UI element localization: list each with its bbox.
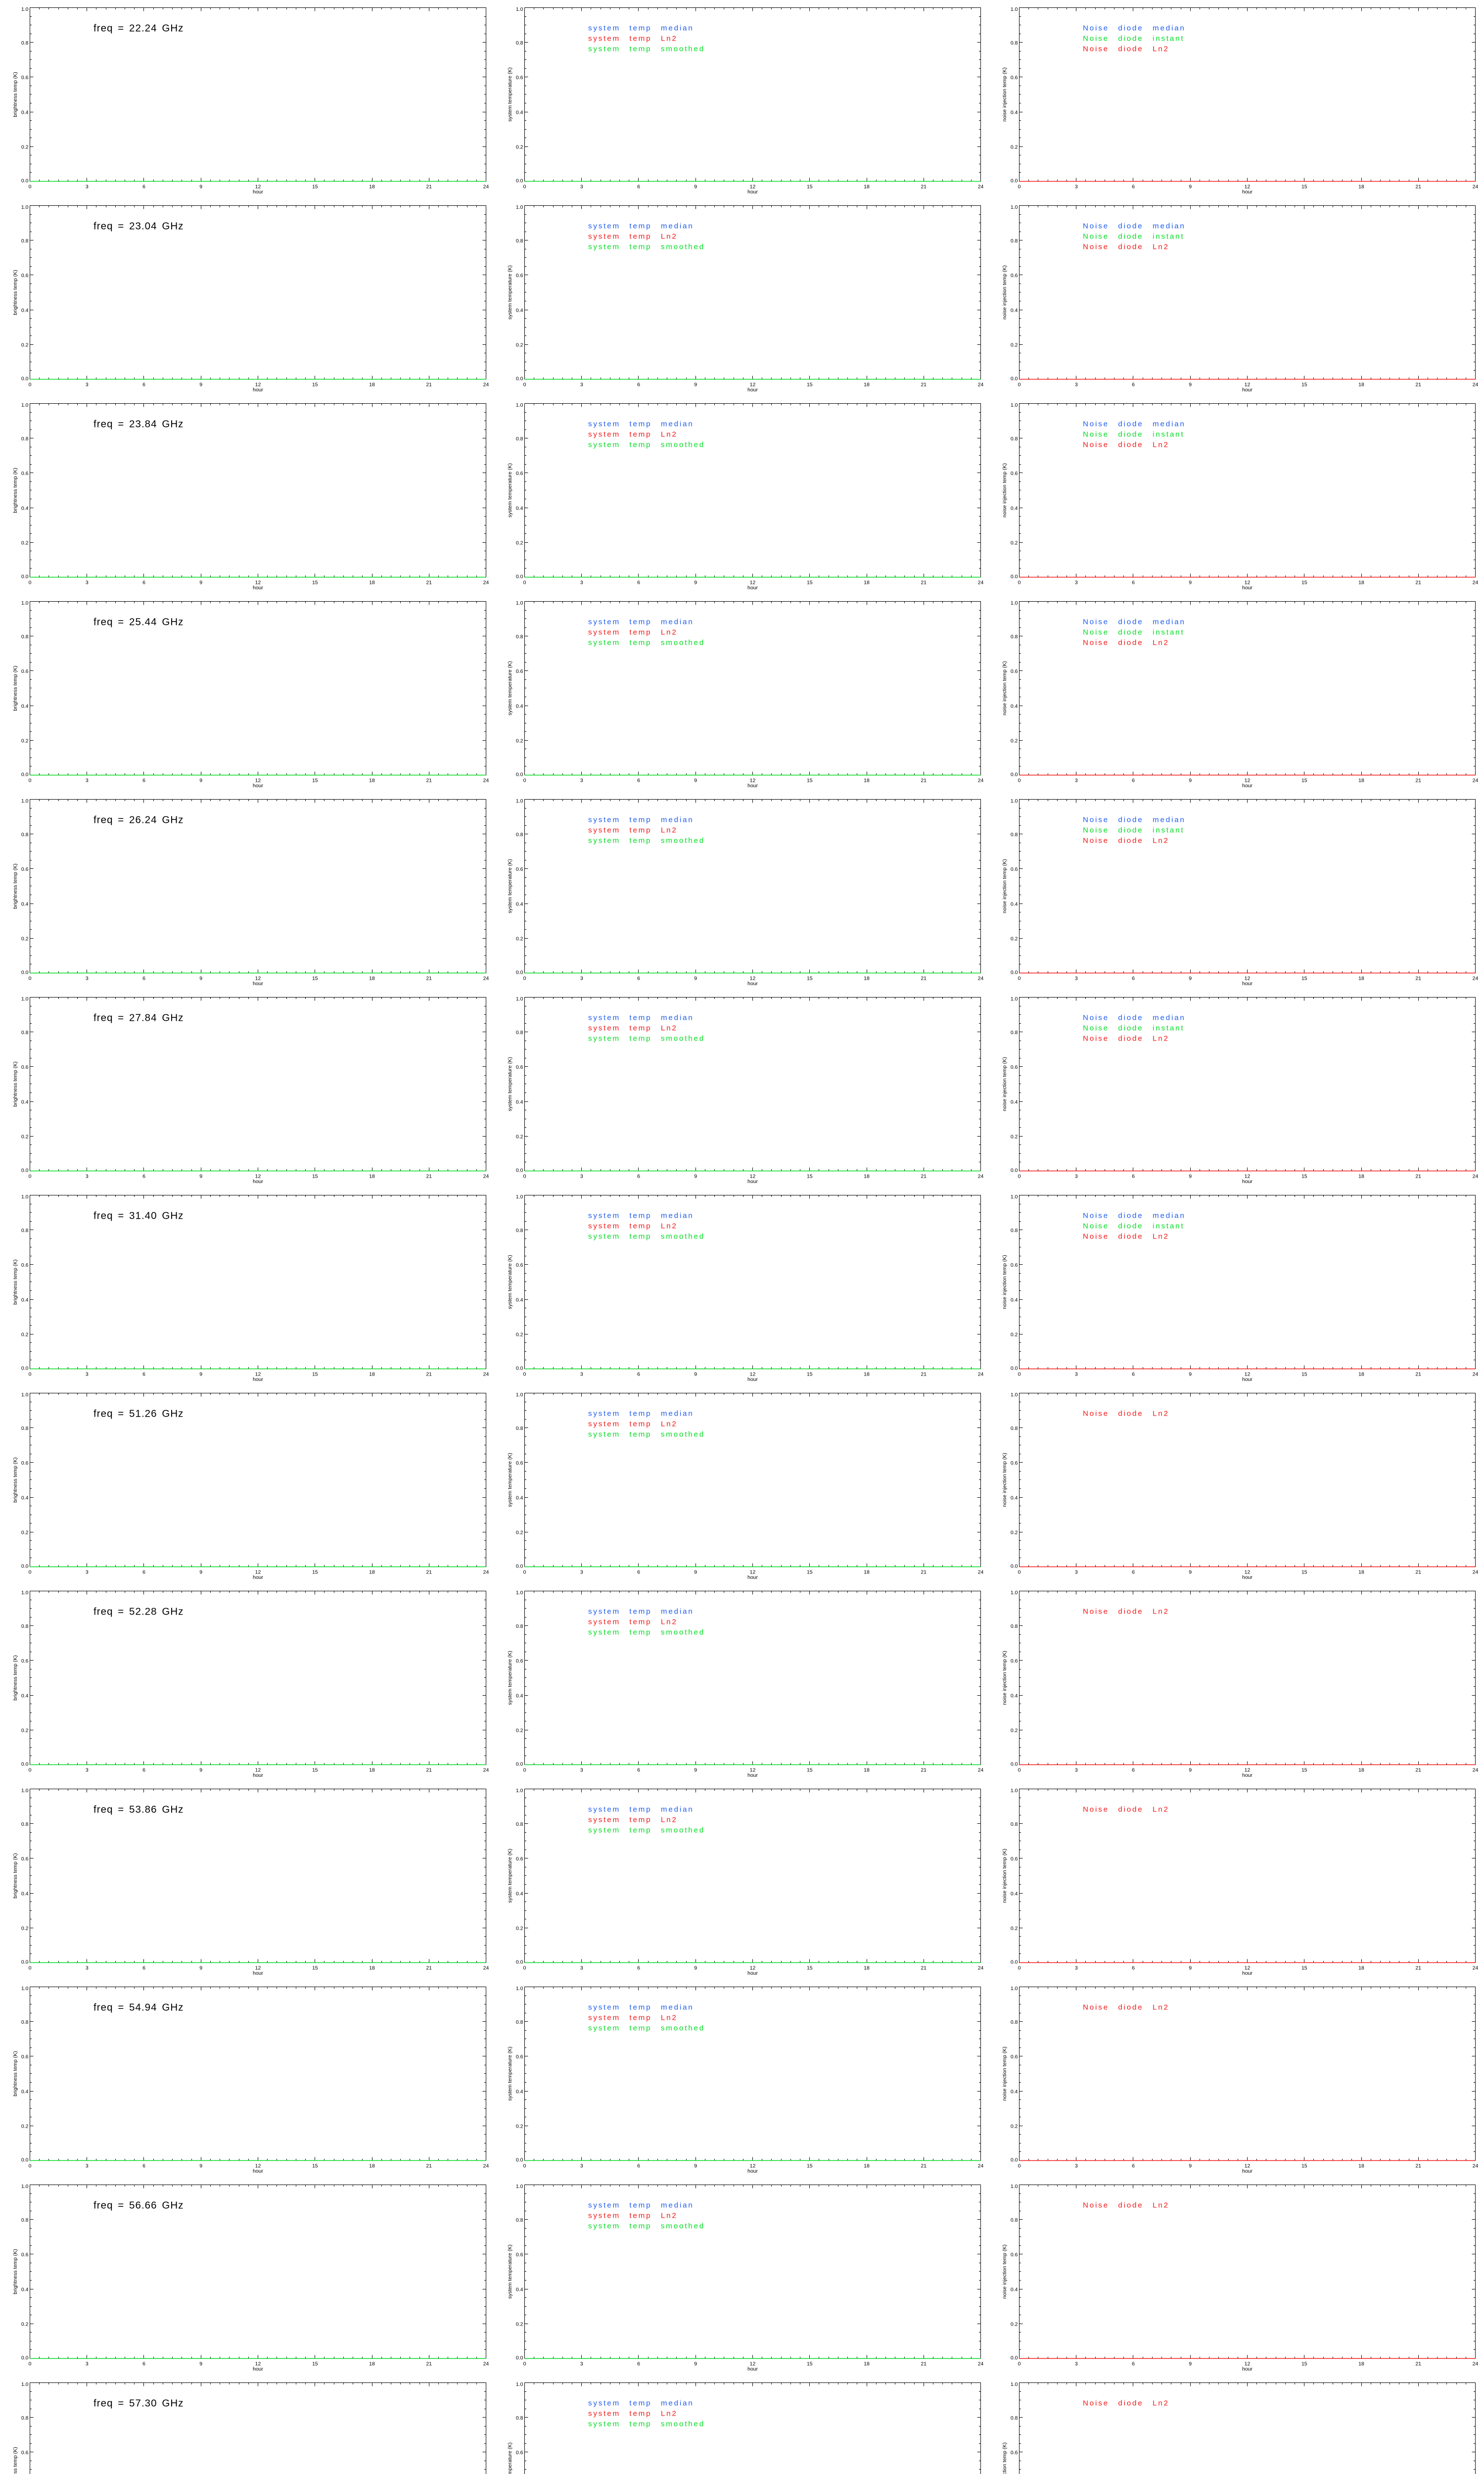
- svg-text:system temperature (K): system temperature (K): [507, 2244, 513, 2299]
- svg-text:noise injection temp (K): noise injection temp (K): [1002, 1453, 1008, 1507]
- svg-text:freq = 54.94 GHz: freq = 54.94 GHz: [93, 2002, 184, 2013]
- svg-text:noise injection temp (K): noise injection temp (K): [1002, 2442, 1008, 2474]
- svg-text:noise injection temp (K): noise injection temp (K): [1002, 2244, 1008, 2299]
- svg-text:noise injection temp (K): noise injection temp (K): [1002, 67, 1008, 122]
- svg-text:freq = 52.28 GHz: freq = 52.28 GHz: [93, 1606, 184, 1618]
- svg-text:system temperature (K): system temperature (K): [507, 661, 513, 715]
- svg-text:system temperature (K): system temperature (K): [507, 1255, 513, 1309]
- svg-text:freq = 25.44 GHz: freq = 25.44 GHz: [93, 617, 184, 628]
- svg-text:noise injection temp (K): noise injection temp (K): [1002, 265, 1008, 320]
- svg-text:freq = 23.84 GHz: freq = 23.84 GHz: [93, 419, 184, 430]
- svg-text:freq = 26.24 GHz: freq = 26.24 GHz: [93, 814, 184, 826]
- svg-text:brightness temp (K): brightness temp (K): [12, 468, 18, 513]
- svg-text:freq = 51.26 GHz: freq = 51.26 GHz: [93, 1408, 184, 1420]
- svg-text:system temperature (K): system temperature (K): [507, 2046, 513, 2101]
- svg-text:system temperature (K): system temperature (K): [507, 859, 513, 913]
- svg-text:brightness temp (K): brightness temp (K): [12, 863, 18, 909]
- svg-text:noise injection temp (K): noise injection temp (K): [1002, 661, 1008, 715]
- svg-text:brightness temp (K): brightness temp (K): [12, 2051, 18, 2096]
- svg-text:noise injection temp (K): noise injection temp (K): [1002, 1255, 1008, 1309]
- svg-text:system temperature (K): system temperature (K): [507, 1057, 513, 1111]
- svg-text:brightness temp (K): brightness temp (K): [12, 666, 18, 711]
- svg-text:brightness temp (K): brightness temp (K): [12, 1061, 18, 1107]
- svg-text:noise injection temp (K): noise injection temp (K): [1002, 463, 1008, 518]
- svg-text:noise injection temp (K): noise injection temp (K): [1002, 1057, 1008, 1111]
- svg-text:system temperature (K): system temperature (K): [507, 1849, 513, 1903]
- svg-text:system temperature (K): system temperature (K): [507, 463, 513, 518]
- svg-text:freq = 56.66 GHz: freq = 56.66 GHz: [93, 2200, 184, 2211]
- svg-text:brightness temp (K): brightness temp (K): [12, 2447, 18, 2474]
- svg-text:brightness temp (K): brightness temp (K): [12, 2249, 18, 2294]
- svg-text:brightness temp (K): brightness temp (K): [12, 1655, 18, 1701]
- svg-text:brightness temp (K): brightness temp (K): [12, 270, 18, 315]
- svg-text:freq = 27.84 GHz: freq = 27.84 GHz: [93, 1012, 184, 1024]
- svg-text:brightness temp (K): brightness temp (K): [12, 1259, 18, 1305]
- svg-text:system temperature (K): system temperature (K): [507, 2442, 513, 2474]
- svg-text:freq = 23.04 GHz: freq = 23.04 GHz: [93, 221, 184, 232]
- svg-text:noise injection temp (K): noise injection temp (K): [1002, 859, 1008, 913]
- svg-text:system temperature (K): system temperature (K): [507, 1651, 513, 1705]
- svg-text:system temperature (K): system temperature (K): [507, 265, 513, 320]
- svg-text:system temperature (K): system temperature (K): [507, 1453, 513, 1507]
- svg-text:noise injection temp (K): noise injection temp (K): [1002, 2046, 1008, 2101]
- svg-text:freq = 22.24 GHz: freq = 22.24 GHz: [93, 23, 184, 34]
- svg-text:brightness temp (K): brightness temp (K): [12, 1457, 18, 1503]
- svg-text:freq = 57.30 GHz: freq = 57.30 GHz: [93, 2398, 184, 2409]
- svg-text:freq = 31.40 GHz: freq = 31.40 GHz: [93, 1210, 184, 1222]
- svg-text:noise injection temp (K): noise injection temp (K): [1002, 1651, 1008, 1705]
- svg-text:brightness temp (K): brightness temp (K): [12, 1853, 18, 1899]
- svg-text:freq = 53.86 GHz: freq = 53.86 GHz: [93, 1804, 184, 1815]
- svg-text:noise injection temp (K): noise injection temp (K): [1002, 1849, 1008, 1903]
- svg-text:brightness temp (K): brightness temp (K): [12, 72, 18, 117]
- svg-text:system temperature (K): system temperature (K): [507, 67, 513, 122]
